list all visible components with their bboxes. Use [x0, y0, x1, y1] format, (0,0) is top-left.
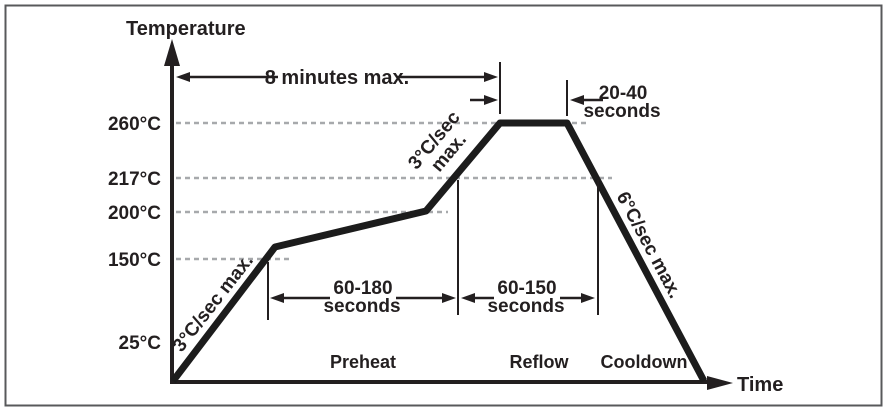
- phase-label-preheat: Preheat: [330, 352, 396, 372]
- phase-label-reflow: Reflow: [509, 352, 569, 372]
- gridlines: [176, 121, 612, 261]
- dim-reflow-time: 60-150 seconds: [461, 278, 595, 317]
- arrow-left-icon: [570, 95, 584, 105]
- y-axis-title: Temperature: [126, 18, 246, 40]
- profile-line: [170, 119, 708, 384]
- cooldown-rate: 6°C/sec max.: [612, 188, 686, 302]
- dim-total-time: 8 minutes max.: [176, 67, 498, 89]
- cooldown-rate-label: 6°C/sec max.: [612, 188, 686, 302]
- reflow-ramp-rate: 3°C/sec max.: [404, 107, 471, 176]
- x-axis-title: Time: [737, 374, 783, 396]
- arrow-right-icon: [442, 293, 456, 303]
- arrow-left-icon: [176, 72, 190, 82]
- peak-time-label-line2: seconds: [583, 101, 660, 122]
- peak-time-label-line1: 20-40: [599, 83, 648, 104]
- y-tick-150: 150°C: [108, 250, 161, 271]
- reflow-time-label-line1: 60-150: [497, 278, 556, 299]
- preheat-ramp-rate-label: 3°C/sec max.: [169, 251, 258, 356]
- y-tick-25: 25°C: [119, 333, 162, 354]
- arrow-right-icon: [484, 72, 498, 82]
- x-axis-arrowhead-icon: [707, 376, 733, 390]
- arrow-left-icon: [461, 293, 475, 303]
- phase-label-cooldown: Cooldown: [601, 352, 688, 372]
- arrow-right-icon: [484, 95, 498, 105]
- dim-preheat-time: 60-180 seconds: [270, 278, 456, 317]
- preheat-ramp-rate: 3°C/sec max.: [169, 251, 258, 356]
- arrow-right-icon: [581, 293, 595, 303]
- figure-border: [4, 4, 883, 407]
- dim-peak-time: 20-40 seconds: [470, 83, 661, 122]
- arrow-left-icon: [270, 293, 284, 303]
- y-tick-200: 200°C: [108, 203, 161, 224]
- y-tick-217: 217°C: [108, 169, 161, 190]
- reflow-time-label-line2: seconds: [487, 296, 564, 317]
- y-axis-arrowhead-icon: [164, 39, 180, 66]
- total-time-label: 8 minutes max.: [265, 67, 410, 89]
- y-tick-260: 260°C: [108, 114, 161, 135]
- preheat-time-label-line2: seconds: [323, 296, 400, 317]
- preheat-time-label-line1: 60-180: [333, 278, 392, 299]
